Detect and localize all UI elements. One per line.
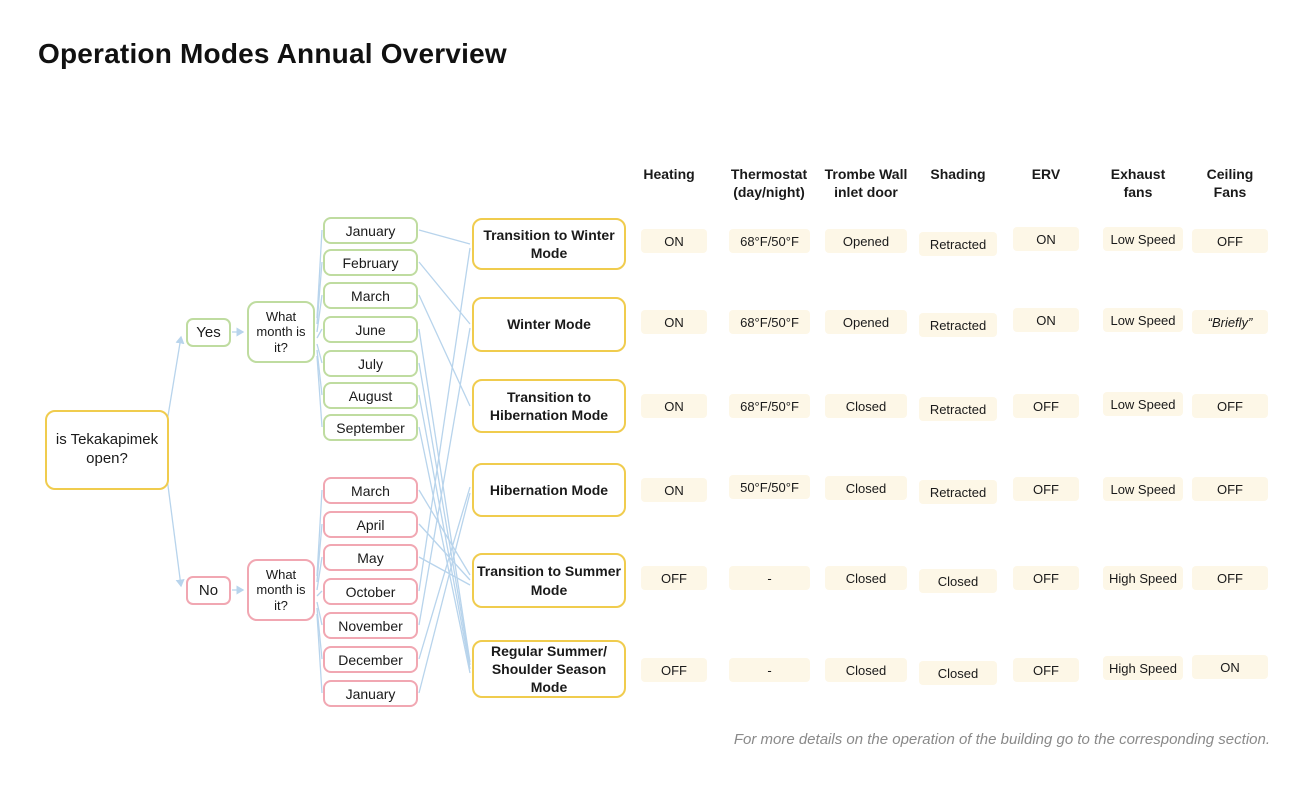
- cell-heating: ON: [641, 394, 707, 418]
- month-box-closed-april: April: [323, 511, 418, 538]
- cell-ceiling: OFF: [1192, 477, 1268, 501]
- cell-shading: Retracted: [919, 232, 997, 256]
- cell-trombe: Closed: [825, 658, 907, 682]
- yes-box: Yes: [186, 318, 231, 347]
- month-box-open-january: January: [323, 217, 418, 244]
- column-header-exhaust: Exhaust fans: [1110, 166, 1166, 200]
- month-box-closed-october: October: [323, 578, 418, 605]
- cell-heating: OFF: [641, 566, 707, 590]
- cell-heating: OFF: [641, 658, 707, 682]
- cell-heating: ON: [641, 310, 707, 334]
- cell-thermostat: 50°F/50°F: [729, 475, 810, 499]
- month-box-closed-january: January: [323, 680, 418, 707]
- mode-box-hibernation: Hibernation Mode: [472, 463, 626, 517]
- month-box-closed-december: December: [323, 646, 418, 673]
- cell-exhaust: Low Speed: [1103, 392, 1183, 416]
- month-box-open-june: June: [323, 316, 418, 343]
- cell-exhaust: Low Speed: [1103, 227, 1183, 251]
- cell-thermostat: 68°F/50°F: [729, 394, 810, 418]
- month-question-closed: What month is it?: [247, 559, 315, 621]
- root-question-box: is Tekakapimek open?: [45, 410, 169, 490]
- cell-heating: ON: [641, 229, 707, 253]
- month-box-open-february: February: [323, 249, 418, 276]
- cell-trombe: Closed: [825, 394, 907, 418]
- month-box-open-july: July: [323, 350, 418, 377]
- cell-thermostat: -: [729, 658, 810, 682]
- cell-exhaust: High Speed: [1103, 656, 1183, 680]
- month-box-open-september: September: [323, 414, 418, 441]
- cell-erv: OFF: [1013, 658, 1079, 682]
- month-question-open: What month is it?: [247, 301, 315, 363]
- cell-shading: Closed: [919, 661, 997, 685]
- cell-erv: OFF: [1013, 394, 1079, 418]
- month-box-closed-may: May: [323, 544, 418, 571]
- cell-erv: OFF: [1013, 566, 1079, 590]
- cell-thermostat: 68°F/50°F: [729, 229, 810, 253]
- cell-trombe: Opened: [825, 229, 907, 253]
- cell-erv: ON: [1013, 308, 1079, 332]
- cell-thermostat: -: [729, 566, 810, 590]
- month-box-open-august: August: [323, 382, 418, 409]
- column-header-thermostat: Thermostat (day/night): [730, 166, 808, 200]
- cell-shading: Closed: [919, 569, 997, 593]
- cell-shading: Retracted: [919, 397, 997, 421]
- mode-box-transition-summer: Transition to Summer Mode: [472, 553, 626, 608]
- cell-erv: ON: [1013, 227, 1079, 251]
- cell-shading: Retracted: [919, 480, 997, 504]
- cell-thermostat: 68°F/50°F: [729, 310, 810, 334]
- cell-trombe: Opened: [825, 310, 907, 334]
- column-header-ceiling: Ceiling Fans: [1206, 166, 1254, 200]
- cell-ceiling: OFF: [1192, 229, 1268, 253]
- cell-ceiling: “Briefly”: [1192, 310, 1268, 334]
- cell-exhaust: Low Speed: [1103, 477, 1183, 501]
- month-box-closed-march: March: [323, 477, 418, 504]
- column-header-erv: ERV: [1031, 166, 1061, 182]
- column-header-shading: Shading: [930, 166, 986, 182]
- page-title: Operation Modes Annual Overview: [38, 38, 507, 69]
- mode-box-transition-hibernation: Transition to Hibernation Mode: [472, 379, 626, 433]
- cell-exhaust: High Speed: [1103, 566, 1183, 590]
- cell-trombe: Closed: [825, 476, 907, 500]
- cell-ceiling: OFF: [1192, 394, 1268, 418]
- month-box-closed-november: November: [323, 612, 418, 639]
- cell-erv: OFF: [1013, 477, 1079, 501]
- month-box-open-march: March: [323, 282, 418, 309]
- cell-shading: Retracted: [919, 313, 997, 337]
- mode-box-winter: Winter Mode: [472, 297, 626, 352]
- cell-exhaust: Low Speed: [1103, 308, 1183, 332]
- mode-box-regular-summer: Regular Summer/ Shoulder Season Mode: [472, 640, 626, 698]
- no-box: No: [186, 576, 231, 605]
- mode-box-transition-winter: Transition to Winter Mode: [472, 218, 626, 270]
- column-header-trombe: Trombe Wall inlet door: [824, 166, 908, 200]
- cell-ceiling: OFF: [1192, 566, 1268, 590]
- footer-note: For more details on the operation of the…: [733, 731, 1270, 748]
- cell-heating: ON: [641, 478, 707, 502]
- cell-ceiling: ON: [1192, 655, 1268, 679]
- cell-trombe: Closed: [825, 566, 907, 590]
- column-header-heating: Heating: [643, 166, 695, 182]
